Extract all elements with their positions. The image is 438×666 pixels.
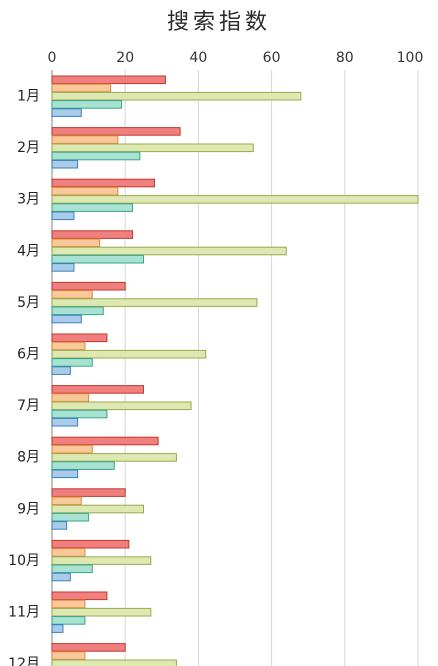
bar [51, 417, 79, 427]
bar [51, 496, 82, 506]
bar [51, 616, 86, 625]
bar [51, 409, 108, 419]
bar [51, 135, 119, 144]
bar [51, 469, 79, 479]
bar [51, 512, 90, 522]
category-label: 5月 [17, 295, 40, 311]
bar [51, 393, 90, 402]
bar [51, 358, 93, 367]
bar [51, 178, 155, 188]
chart-title: 搜索指数 [166, 10, 271, 35]
bar [51, 349, 207, 359]
bar [51, 341, 86, 351]
bar [51, 100, 123, 109]
bar [51, 591, 108, 601]
bar [51, 461, 115, 470]
bar [51, 539, 130, 549]
grid-lines [51, 70, 419, 666]
bar [51, 195, 419, 204]
bar [51, 263, 75, 272]
bar [51, 91, 302, 101]
bar [51, 548, 86, 557]
bar [51, 203, 134, 212]
bar [51, 444, 93, 454]
bar [51, 521, 68, 530]
bar [51, 314, 82, 324]
x-tick-label: 60 [263, 50, 281, 66]
bar [51, 401, 192, 411]
category-label: 10月 [8, 553, 40, 569]
category-label: 12月 [8, 656, 40, 666]
bar [51, 333, 108, 343]
bar [51, 556, 152, 565]
bar [51, 127, 181, 136]
bar [51, 453, 177, 462]
bar [51, 230, 134, 239]
bar [51, 151, 141, 161]
bar [51, 651, 86, 660]
x-tick-label: 100 [397, 50, 424, 66]
x-axis-ticks: 0 20 40 60 80 100 [48, 50, 424, 66]
bar [51, 281, 126, 291]
category-label: 11月 [8, 605, 40, 621]
category-label: 3月 [17, 192, 40, 208]
bar [51, 643, 126, 652]
x-tick-label: 20 [116, 50, 134, 66]
x-tick-label: 80 [336, 50, 354, 66]
bar [51, 298, 258, 307]
bar [51, 564, 93, 574]
category-label: 8月 [17, 450, 40, 466]
category-label: 7月 [17, 398, 40, 414]
bar [51, 211, 75, 221]
bar [51, 436, 159, 446]
bar [51, 186, 119, 196]
category-label: 2月 [17, 140, 40, 156]
bar [51, 385, 144, 394]
category-label: 4月 [17, 243, 40, 259]
bar [51, 75, 166, 85]
bar [51, 254, 144, 264]
x-tick-label: 0 [48, 50, 57, 66]
bars [51, 75, 419, 666]
category-label: 9月 [17, 501, 40, 517]
bar [51, 238, 101, 248]
bar [51, 659, 177, 666]
bar [51, 143, 254, 153]
bar [51, 607, 152, 617]
bar [51, 83, 112, 93]
bar [51, 306, 104, 316]
bar [51, 246, 287, 256]
category-label: 1月 [17, 89, 40, 105]
bar [51, 624, 64, 633]
bar [51, 488, 126, 497]
y-axis-categories: 1月 2月 3月 4月 5月 6月 7月 8月 9月 10月 11月 12月 [8, 89, 40, 666]
bar [51, 504, 144, 514]
category-label: 6月 [17, 347, 40, 363]
x-tick-label: 40 [189, 50, 207, 66]
bar [51, 599, 86, 609]
bar [51, 290, 93, 299]
bar [51, 572, 71, 582]
bar [51, 366, 71, 375]
bar [51, 159, 79, 169]
bar [51, 108, 82, 117]
